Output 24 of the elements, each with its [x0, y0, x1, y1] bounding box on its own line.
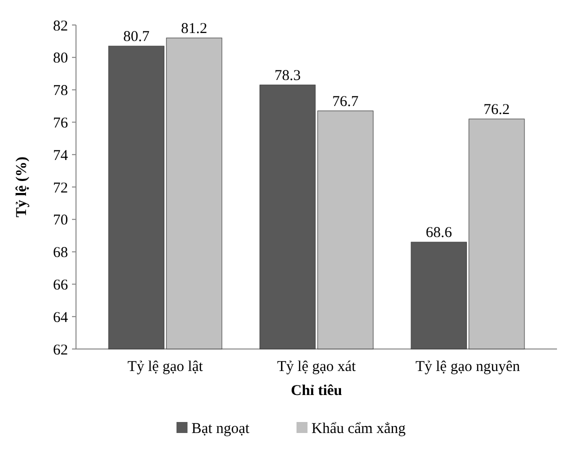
- y-tick-label: 62: [53, 342, 68, 358]
- x-tick-label: Tỷ lệ gạo nguyên: [415, 359, 521, 375]
- legend-label: Khẩu cẩm xẳng: [312, 421, 406, 437]
- y-tick-label: 66: [53, 277, 68, 294]
- x-axis-title: Chỉ tiêu: [290, 383, 342, 399]
- x-tick-label: Tỷ lệ gạo lật: [128, 359, 204, 375]
- data-label: 80.7: [123, 29, 150, 46]
- data-label: 78.3: [274, 68, 301, 84]
- legend-label: Bạt ngoạt: [192, 421, 250, 437]
- data-label: 81.2: [181, 20, 208, 37]
- x-tick-label: Tỷ lệ gạo xát: [277, 359, 357, 375]
- y-tick-label: 78: [53, 83, 68, 100]
- y-axis-title: Tỷ lệ (%): [14, 156, 30, 218]
- data-label: 68.6: [426, 225, 452, 242]
- y-tick-label: 82: [53, 18, 68, 34]
- data-label: 76.7: [332, 94, 360, 110]
- data-label: 76.2: [484, 102, 510, 118]
- y-tick-label: 76: [53, 115, 68, 132]
- y-tick-label: 74: [53, 148, 68, 164]
- y-tick-label: 70: [53, 212, 68, 229]
- y-tick-label: 80: [53, 50, 68, 67]
- y-tick-label: 68: [53, 245, 68, 262]
- y-tick-label: 64: [53, 310, 68, 326]
- y-tick-label: 72: [53, 180, 68, 196]
